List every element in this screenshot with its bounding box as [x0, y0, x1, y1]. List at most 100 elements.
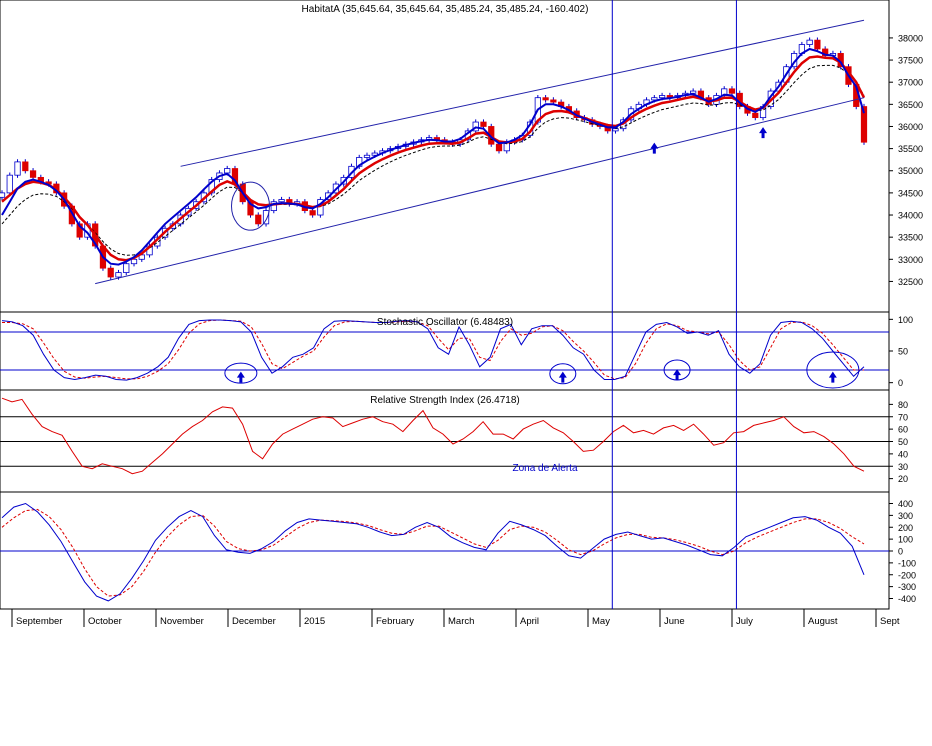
- price-candle: [255, 214, 262, 225]
- price-y-tick-label: 35500: [898, 144, 923, 154]
- price-candle: [480, 121, 487, 127]
- price-moving-averages: [1, 47, 866, 266]
- vertical-markers: [611, 0, 737, 609]
- rsi-y-tick-label: 80: [898, 400, 908, 410]
- stochastic-y-tick-label: 0: [898, 378, 903, 388]
- price-y-tick-label: 37500: [898, 56, 923, 66]
- x-axis-tick-label: October: [88, 616, 122, 627]
- rsi-y-tick-label: 60: [898, 425, 908, 435]
- price-annotations: [95, 19, 865, 285]
- price-candle: [612, 128, 619, 132]
- x-axis-tick-label: November: [160, 616, 204, 627]
- stochastic-arrow-icon: [236, 371, 245, 383]
- price-candle: [860, 106, 868, 143]
- macd-y-tick-label: 0: [898, 547, 903, 557]
- price-candle: [651, 97, 658, 101]
- price-candle: [363, 154, 371, 158]
- x-axis-tick-label: Sept: [880, 616, 900, 627]
- price-candle: [806, 39, 813, 45]
- macd-y-tick-label: -100: [898, 558, 916, 568]
- stochastic-y-tick-label: 50: [898, 347, 908, 357]
- price-candle: [495, 143, 503, 152]
- price-candle: [371, 152, 378, 156]
- price-candle: [270, 201, 277, 211]
- upper-channel-line: [180, 19, 865, 167]
- macd-y-tick-label: 200: [898, 523, 913, 533]
- price-candle: [130, 258, 138, 265]
- rsi-y-axis: 20 30 40 50 60 70 80: [889, 400, 908, 484]
- x-axis-tick-label: August: [808, 616, 838, 627]
- x-axis: September October November December 2015 Febr…: [0, 608, 900, 627]
- macd-signal-line: [1, 508, 865, 597]
- stochastic-lines: [0, 319, 889, 389]
- price-y-tick-label: 33500: [898, 233, 923, 243]
- price-candle: [22, 161, 29, 172]
- stochastic-panel-title: Stochastic Oscillator (6.48483): [377, 317, 513, 328]
- rsi-line: [1, 397, 865, 475]
- x-axis-tick-label: September: [16, 616, 62, 627]
- price-y-tick-label: 32500: [898, 277, 923, 287]
- price-candle: [542, 97, 549, 101]
- stochastic-highlight-circle: [224, 362, 258, 384]
- rsi-y-tick-label: 20: [898, 474, 908, 484]
- x-axis-tick-label: March: [448, 616, 474, 627]
- slow-moving-average-line: [1, 55, 866, 262]
- stochastic-main-line: [1, 319, 865, 381]
- macd-y-tick-label: -400: [898, 594, 916, 604]
- macd-y-tick-label: -200: [898, 570, 916, 580]
- price-candle: [0, 192, 6, 198]
- dotted-moving-average-line: [1, 64, 865, 256]
- rsi-y-tick-label: 30: [898, 462, 908, 472]
- fast-moving-average-line: [1, 47, 865, 266]
- macd-lines: [0, 502, 889, 602]
- macd-y-tick-label: 400: [898, 499, 913, 509]
- price-candle: [690, 90, 697, 94]
- x-axis-tick-label: May: [592, 616, 610, 627]
- macd-main-line: [1, 502, 865, 602]
- stochastic-arrow-icon: [558, 371, 567, 383]
- price-panel: 32500 33000 33500 34000 34500 35000 35500 36000…: [0, 0, 923, 313]
- price-y-tick-label: 33000: [898, 255, 923, 265]
- price-buy-arrow-icon: [759, 127, 768, 139]
- price-candle: [76, 223, 83, 238]
- price-candle: [29, 170, 37, 178]
- stochastic-y-axis: 0 50 100: [889, 315, 913, 388]
- price-candle: [247, 201, 254, 216]
- price-candle: [550, 99, 557, 103]
- rsi-y-tick-label: 50: [898, 437, 908, 447]
- price-panel-title: HabitatA (35,645.64, 35,645.64, 35,485.2…: [302, 4, 589, 15]
- price-candle: [115, 272, 122, 278]
- alert-zone-label: Zona de Alerta: [512, 463, 577, 474]
- price-candle: [814, 39, 821, 50]
- macd-y-tick-label: 100: [898, 535, 913, 545]
- price-candle: [752, 112, 759, 119]
- price-candle: [107, 267, 114, 278]
- x-axis-tick-label: April: [520, 616, 539, 627]
- price-y-tick-label: 38000: [898, 33, 923, 43]
- macd-y-tick-label: 300: [898, 511, 913, 521]
- rsi-lines: [0, 397, 889, 475]
- x-axis-tick-label: December: [232, 616, 276, 627]
- price-y-tick-label: 34500: [898, 188, 923, 198]
- price-candle: [224, 168, 231, 174]
- stochastic-highlight-circle: [806, 351, 860, 389]
- stochastic-highlight-circle: [549, 363, 577, 385]
- lower-channel-line: [95, 97, 865, 285]
- rsi-panel-title: Relative Strength Index (26.4718): [370, 395, 520, 406]
- price-buy-arrow-icon: [650, 142, 659, 154]
- stochastic-arrow-icon: [673, 369, 682, 381]
- macd-y-tick-label: -300: [898, 582, 916, 592]
- price-y-tick-label: 36000: [898, 122, 923, 132]
- x-axis-tick-label: July: [736, 616, 753, 627]
- price-y-tick-label: 36500: [898, 100, 923, 110]
- price-y-axis: 32500 33000 33500 34000 34500 35000 35500 36000…: [889, 33, 923, 287]
- price-candle: [278, 199, 285, 203]
- price-candle: [658, 95, 666, 99]
- x-axis-tick-label: February: [376, 616, 414, 627]
- stochastic-arrow-icon: [828, 371, 837, 383]
- x-axis-tick-label: 2015: [304, 616, 325, 627]
- price-candle: [14, 161, 21, 176]
